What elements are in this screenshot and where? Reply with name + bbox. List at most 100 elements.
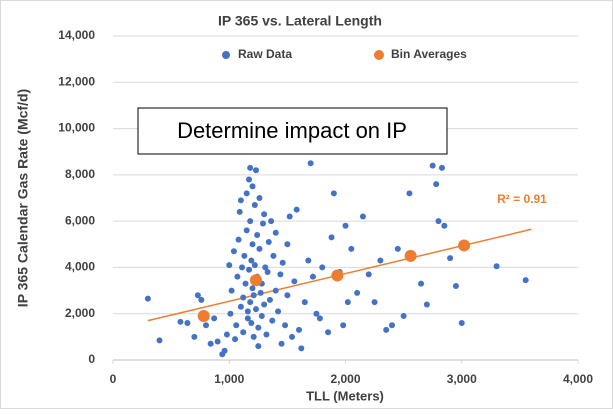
data-point: [230, 248, 237, 255]
data-point: [296, 326, 302, 333]
data-point: [438, 164, 445, 171]
data-point: [239, 264, 246, 271]
data-point: [389, 322, 395, 329]
data-point: [197, 310, 210, 323]
data-point: [309, 273, 316, 280]
data-point: [404, 249, 417, 262]
data-point: [247, 299, 254, 306]
data-point: [228, 287, 235, 294]
data-point: [198, 296, 205, 303]
legend-marker: [222, 51, 230, 59]
data-point: [433, 181, 440, 188]
data-point: [458, 319, 465, 326]
data-point: [232, 336, 239, 343]
data-point: [359, 213, 366, 220]
data-point: [244, 308, 251, 315]
legend-marker: [374, 50, 384, 60]
data-point: [259, 220, 266, 227]
data-point: [330, 190, 337, 197]
data-point: [269, 317, 276, 324]
y-tick-label: 0: [88, 352, 95, 366]
data-point: [319, 264, 326, 271]
data-point: [342, 222, 349, 229]
data-point: [272, 287, 279, 294]
data-point: [270, 252, 277, 259]
data-point: [340, 322, 347, 329]
data-point: [418, 280, 425, 287]
data-point: [235, 236, 242, 243]
y-tick-label: 4,000: [65, 260, 95, 274]
x-tick-label: 2,000: [330, 372, 360, 386]
data-point: [256, 245, 263, 252]
data-point: [251, 262, 258, 269]
data-point: [156, 337, 163, 344]
data-point: [305, 257, 312, 264]
data-point: [237, 197, 244, 204]
data-point: [237, 303, 244, 310]
data-point: [262, 264, 269, 271]
data-point: [249, 274, 262, 287]
data-point: [344, 299, 351, 306]
data-point: [248, 257, 255, 264]
data-point: [214, 338, 221, 345]
x-tick-label: 3,000: [447, 372, 477, 386]
data-point: [240, 329, 247, 336]
data-point: [354, 289, 361, 296]
data-point: [177, 318, 184, 325]
data-point: [251, 201, 258, 208]
x-axis-label: TLL (Meters): [306, 388, 384, 403]
data-point: [247, 218, 254, 225]
data-point: [325, 329, 332, 336]
data-point: [254, 232, 261, 239]
data-point: [301, 299, 308, 306]
data-point: [256, 195, 263, 201]
data-point: [221, 347, 228, 354]
data-point: [257, 289, 264, 296]
data-point: [144, 295, 151, 302]
data-point: [236, 208, 243, 215]
y-tick-label: 8,000: [65, 167, 95, 181]
data-point: [241, 252, 248, 259]
data-point: [268, 218, 275, 225]
data-point: [423, 301, 430, 308]
data-point: [258, 313, 265, 320]
data-point: [255, 343, 262, 350]
data-point: [233, 322, 240, 329]
data-point: [265, 238, 272, 245]
data-point: [244, 315, 251, 322]
data-point: [246, 266, 253, 273]
data-point: [211, 315, 218, 322]
x-tick-label: 4,000: [563, 372, 593, 386]
y-axis-label: IP 365 Calendar Gas Rate (Mcf/d): [15, 89, 31, 307]
data-point: [522, 277, 529, 284]
x-tick-label: 1,000: [214, 372, 244, 386]
data-point: [441, 222, 448, 229]
data-point: [252, 306, 259, 313]
data-point: [493, 263, 500, 270]
data-point: [264, 269, 271, 276]
data-point: [242, 280, 249, 287]
data-point: [284, 241, 291, 248]
data-point: [261, 301, 268, 308]
data-point: [203, 322, 209, 329]
data-point: [377, 257, 384, 264]
data-point: [255, 324, 262, 331]
data-point: [284, 292, 291, 299]
data-point: [279, 259, 286, 266]
data-point: [429, 162, 436, 169]
chart-title: IP 365 vs. Lateral Length: [218, 13, 382, 29]
data-point: [307, 160, 314, 167]
annotation-text: Determine impact on IP: [177, 118, 407, 143]
data-point: [328, 234, 335, 241]
data-point: [289, 333, 296, 340]
data-point: [331, 269, 344, 282]
data-point: [286, 213, 293, 220]
data-point: [249, 285, 256, 292]
data-point: [278, 340, 285, 347]
y-tick-label: 12,000: [58, 74, 95, 88]
data-point: [293, 206, 300, 213]
data-point: [191, 333, 198, 340]
data-point: [383, 326, 390, 333]
x-tick-label: 0: [110, 372, 117, 386]
legend-label: Raw Data: [238, 47, 292, 61]
